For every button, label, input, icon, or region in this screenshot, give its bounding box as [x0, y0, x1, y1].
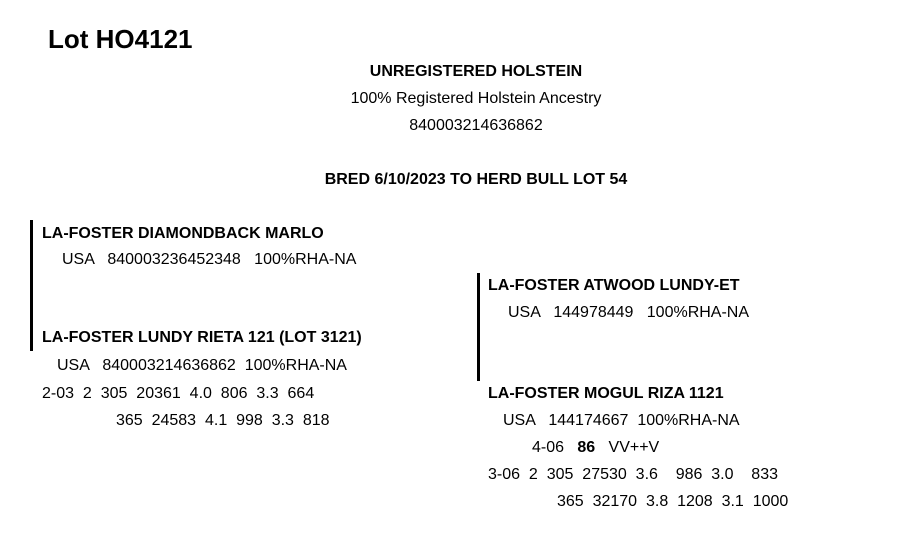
dam-dam-record-365: 365 32170 3.8 1208 3.1 1000	[557, 493, 789, 510]
dam-registration: USA 840003214636862 100%RHA-NA	[57, 357, 347, 374]
class-breakdown: VV++V	[608, 439, 660, 456]
dam-sire-registration: USA 144978449 100%RHA-NA	[508, 304, 750, 321]
pedigree-bracket-right	[477, 273, 480, 381]
dam-dam-name: LA-FOSTER MOGUL RIZA 1121	[488, 385, 724, 402]
dam-record-365: 365 24583 4.1 998 3.3 818	[116, 412, 330, 429]
header-breed: UNREGISTERED HOLSTEIN	[369, 63, 583, 80]
dam-dam-registration: USA 144174667 100%RHA-NA	[503, 412, 740, 429]
class-age: 4-06	[532, 439, 565, 456]
lot-title: Lot HO4121	[48, 24, 193, 54]
dam-sire-name: LA-FOSTER ATWOOD LUNDY-ET	[488, 277, 740, 294]
header-ancestry: 100% Registered Holstein Ancestry	[350, 90, 602, 107]
dam-dam-record-305: 3-06 2 305 27530 3.6 986 3.0 833	[488, 466, 778, 483]
dam-record-305: 2-03 2 305 20361 4.0 806 3.3 664	[42, 385, 315, 402]
sire-registration: USA 840003236452348 100%RHA-NA	[62, 251, 357, 268]
class-score: 86	[577, 439, 596, 456]
dam-dam-classification: 4-06 86 VV++V	[532, 437, 659, 459]
sire-name: LA-FOSTER DIAMONDBACK MARLO	[42, 225, 324, 242]
pedigree-bracket-left	[30, 220, 33, 351]
bred-info: BRED 6/10/2023 TO HERD BULL LOT 54	[324, 171, 628, 188]
dam-name: LA-FOSTER LUNDY RIETA 121 (LOT 3121)	[42, 329, 362, 346]
header-id: 840003214636862	[409, 117, 543, 134]
